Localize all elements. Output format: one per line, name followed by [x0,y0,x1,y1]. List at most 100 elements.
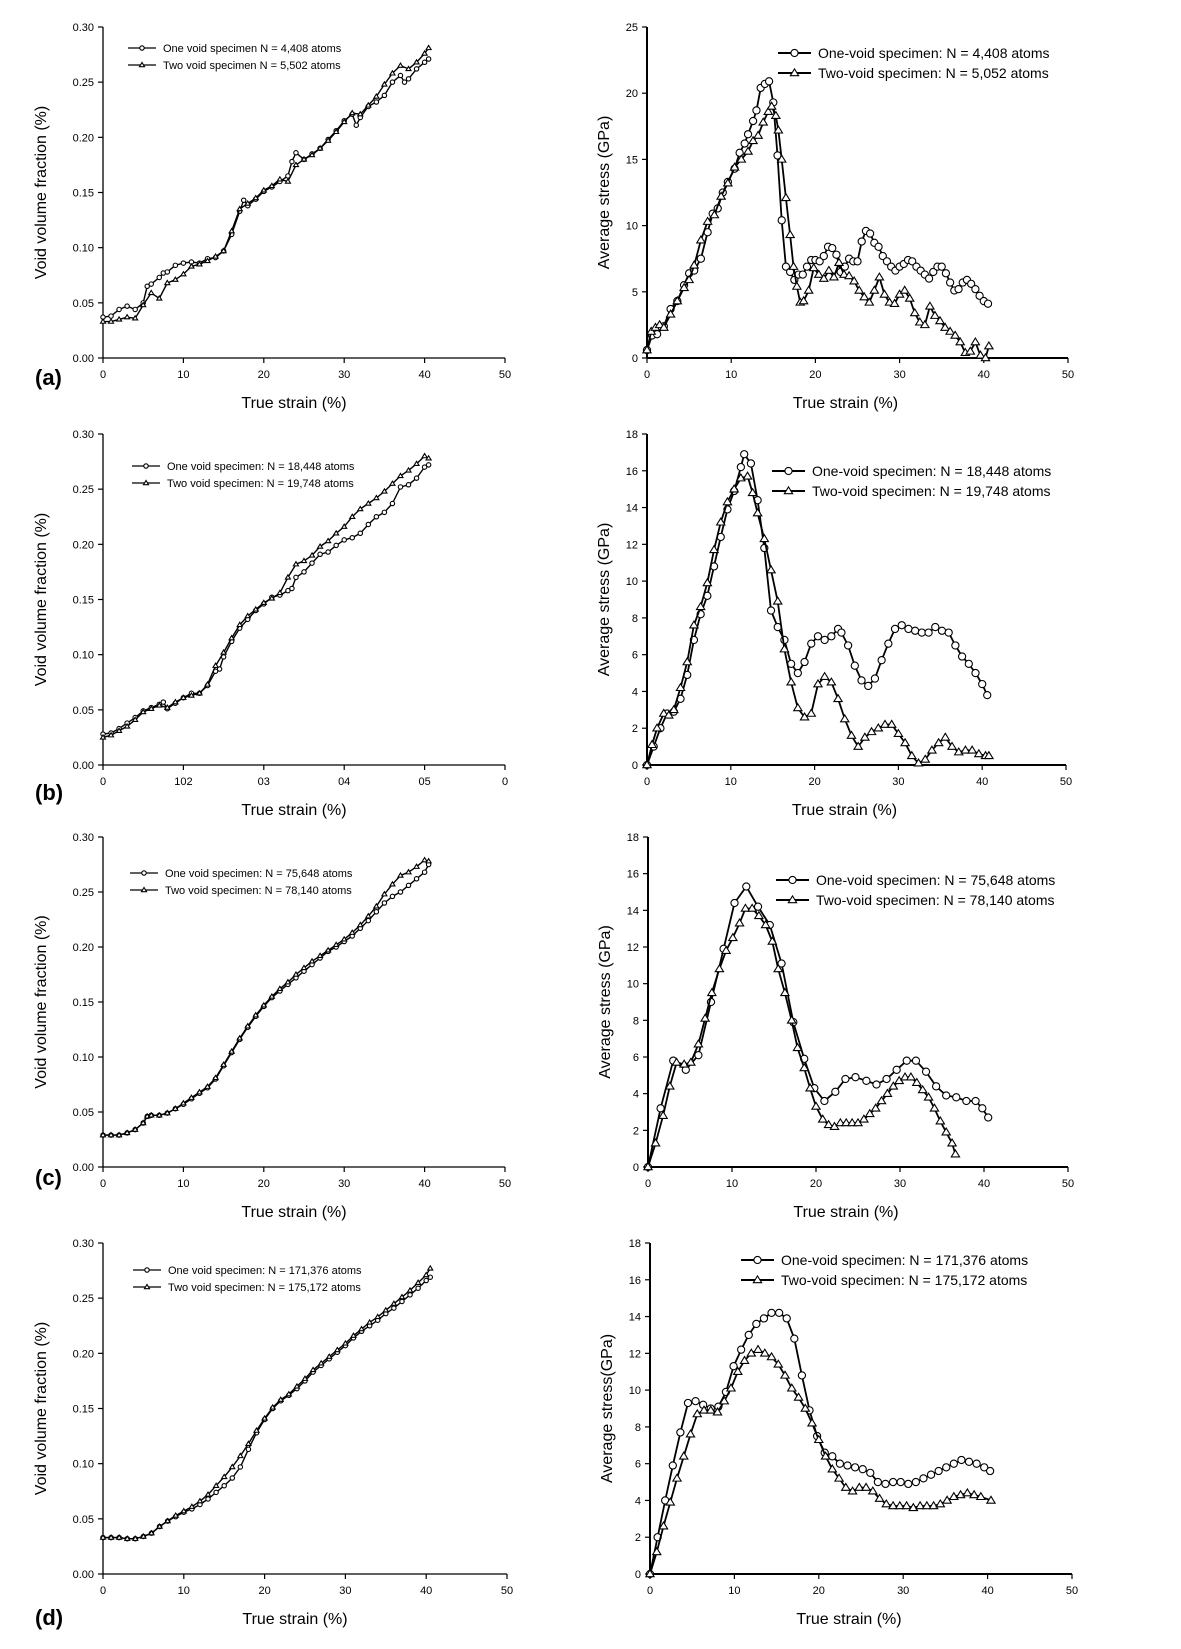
data-point [380,890,388,897]
data-point [260,1001,268,1008]
data-point [405,76,412,82]
data-point [786,677,797,686]
data-point [931,1082,941,1091]
data-point [139,1532,147,1539]
data-point [827,1464,838,1473]
data-point [820,1096,829,1106]
data-point [753,910,764,920]
x-tick-label: 0 [647,1585,653,1597]
data-point [884,639,893,648]
data-point [854,1482,865,1491]
data-point [748,116,758,126]
data-point [389,893,396,900]
data-point [244,1440,252,1447]
y-tick-label: 0 [635,1569,641,1581]
data-point [421,59,428,66]
data-point [944,628,953,637]
data-point [115,1131,123,1138]
data-point [293,1382,301,1389]
x-tick-label: 03 [258,776,270,788]
data-point [413,475,420,481]
data-point [221,1482,227,1489]
data-point [747,487,758,497]
data-point [893,728,904,738]
data-point [940,732,951,741]
data-point [236,621,244,628]
legend-item: Two-void specimen: N = 19,748 atoms [772,483,1051,499]
y-tick-label: 12 [626,539,638,551]
data-point [139,301,147,308]
data-point [729,162,740,171]
data-point [797,1371,807,1380]
data-point [800,657,809,667]
data-point [698,1405,710,1414]
data-point [867,1486,878,1495]
legend-label: Two void specimen: N = 175,172 atoms [168,1282,361,1294]
x-axis-label: True strain (%) [241,802,346,819]
panel-label-d: (d) [35,1605,64,1630]
data-point [808,262,819,272]
data-point [882,257,892,266]
data-point [317,551,323,558]
data-point [293,150,299,156]
data-point [970,336,981,346]
data-point [204,1490,212,1497]
x-tick-label: 40 [981,1585,993,1597]
data-point [736,462,746,472]
panel-label-c: (c) [35,1165,62,1190]
data-point [696,254,706,263]
data-point [828,272,840,281]
y-tick-label: 15 [626,154,638,166]
data-point [426,1264,434,1271]
data-point [719,1395,730,1405]
data-point [793,668,802,678]
data-point [155,294,163,301]
data-point [853,257,862,266]
legend-label: One-void specimen: N = 18,448 atoms [812,463,1051,479]
data-point [341,1339,349,1346]
x-axis-label: True strain (%) [241,395,346,412]
data-point [887,1500,899,1510]
data-point [722,178,733,187]
data-point [978,679,987,689]
data-point [798,270,807,279]
y-tick-label: 16 [626,466,638,478]
series-line [103,47,430,323]
x-axis-label: True strain (%) [793,1204,898,1221]
data-point [99,318,107,324]
data-point [237,1464,244,1470]
data-point [802,262,812,271]
y-tick-label: 0.20 [73,942,94,954]
x-tick-label: 04 [338,776,350,788]
series-two-void [99,1264,434,1541]
data-point [899,1072,911,1081]
data-point [820,1451,831,1460]
y-tick-label: 0.00 [73,1162,94,1174]
data-point [308,957,316,964]
data-point [766,1351,777,1361]
legend-circle-marker [143,463,149,469]
y-tick-label: 0.15 [73,997,94,1009]
x-tick-label: 10 [725,776,737,788]
data-point [951,641,960,650]
chart-d-right-average-stress: 0 10 20 30 40 50 0 2 4 6 8 10 12 14 16 18 True strain (%… [590,1210,1181,1649]
data-point [123,313,131,320]
legend-circle-marker [784,466,793,476]
data-point [884,297,895,306]
data-point [985,1495,997,1504]
data-point [763,106,774,116]
y-tick-label: 0.15 [73,595,94,607]
data-point [212,1482,220,1488]
data-point [758,117,769,126]
data-point [865,229,875,238]
data-point [935,1116,946,1125]
y-tick-label: 2 [632,723,638,735]
x-tick-label: 20 [810,1178,822,1190]
data-point [846,730,857,739]
data-point [308,151,316,158]
data-point [309,560,315,566]
data-point [179,270,187,277]
data-point [147,1529,155,1536]
data-point [646,739,658,749]
data-point [736,154,747,163]
